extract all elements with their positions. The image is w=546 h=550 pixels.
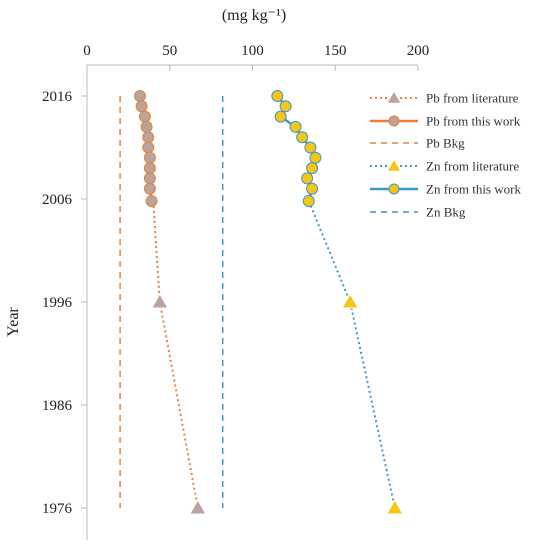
y-tick-label: 1996: [42, 295, 73, 311]
series-pb-from-literature: [150, 201, 207, 515]
data-point: [189, 498, 207, 515]
legend-label: Pb from literature: [426, 91, 519, 106]
data-point: [302, 195, 315, 208]
data-point: [274, 110, 287, 123]
y-tick-label: 1986: [42, 398, 73, 414]
data-point: [309, 151, 322, 164]
legend: Pb from literature Pb from this work Pb Bk…: [370, 89, 521, 220]
data-point: [143, 182, 156, 195]
data-point: [341, 292, 360, 309]
legend-item: Pb from literature: [370, 89, 519, 106]
legend-item: Pb from this work: [370, 114, 521, 129]
data-point: [296, 131, 309, 144]
legend-marker: [386, 157, 402, 172]
legend-label: Pb Bkg: [426, 136, 465, 151]
data-point: [138, 110, 151, 123]
data-point: [143, 151, 156, 164]
legend-item: Zn Bkg: [370, 205, 466, 220]
legend-item: Zn from this work: [370, 182, 521, 197]
data-point: [145, 195, 158, 208]
data-point: [304, 141, 317, 154]
series-zn-from-literature: [307, 200, 404, 515]
data-point: [143, 162, 156, 175]
x-tick-label: 50: [162, 43, 177, 59]
x-tick-label: 150: [324, 43, 347, 59]
plot-area: [119, 90, 404, 515]
legend-marker: [388, 183, 400, 195]
data-point: [306, 182, 319, 195]
x-tick-label: 0: [83, 43, 91, 59]
data-point: [143, 172, 156, 185]
data-point: [385, 498, 404, 515]
y-ticks: 2016 2006 1996 1986 1976: [42, 89, 87, 517]
legend-marker: [386, 89, 402, 104]
data-point: [140, 120, 153, 133]
series-line: [307, 200, 396, 509]
y-axis-title: Year: [5, 307, 22, 337]
legend-label: Pb from this work: [426, 114, 521, 129]
series-pb-from-this-work: [133, 90, 158, 208]
legend-label: Zn Bkg: [426, 205, 466, 220]
y-tick-label: 1976: [42, 501, 73, 517]
data-point: [142, 141, 155, 154]
data-point: [135, 100, 148, 113]
x-tick-label: 100: [241, 43, 264, 59]
data-point: [279, 100, 292, 113]
legend-item: Pb Bkg: [370, 136, 465, 151]
y-tick-label: 2016: [42, 89, 73, 105]
x-axis-title: (mg kg⁻¹): [222, 7, 286, 24]
data-point: [271, 90, 284, 102]
data-point: [306, 162, 319, 175]
series-line: [152, 201, 199, 509]
legend-item: Zn from literature: [370, 157, 519, 174]
legend-label: Zn from literature: [426, 159, 519, 174]
legend-label: Zn from this work: [426, 182, 521, 197]
legend-marker: [388, 115, 400, 127]
x-tick-label: 200: [407, 43, 430, 59]
data-point: [289, 120, 302, 133]
data-point: [142, 131, 155, 144]
x-ticks: 0 50 100 150 200: [83, 43, 429, 71]
data-point: [301, 172, 314, 185]
y-tick-label: 2006: [42, 192, 73, 208]
series-zn-from-this-work: [271, 90, 322, 208]
data-point: [133, 90, 146, 102]
data-point: [150, 292, 169, 309]
